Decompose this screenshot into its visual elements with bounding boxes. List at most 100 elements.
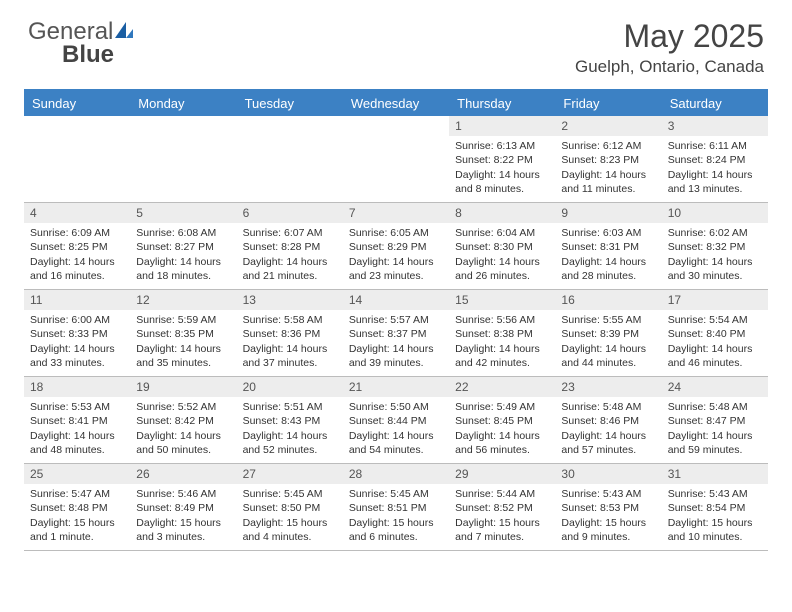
sunrise-line: Sunrise: 6:09 AM <box>30 226 124 240</box>
sunset-line: Sunset: 8:23 PM <box>561 153 655 167</box>
weekday-friday: Friday <box>555 91 661 116</box>
day-cell: 24Sunrise: 5:48 AMSunset: 8:47 PMDayligh… <box>662 377 768 463</box>
day-number: 22 <box>449 377 555 397</box>
day-number: 30 <box>555 464 661 484</box>
sunrise-line: Sunrise: 5:58 AM <box>243 313 337 327</box>
day-number: 13 <box>237 290 343 310</box>
day-body: Sunrise: 5:47 AMSunset: 8:48 PMDaylight:… <box>24 484 130 548</box>
day-number: 8 <box>449 203 555 223</box>
week-row: 1Sunrise: 6:13 AMSunset: 8:22 PMDaylight… <box>24 116 768 203</box>
brand-part2: Blue <box>62 41 114 68</box>
sunrise-line: Sunrise: 6:11 AM <box>668 139 762 153</box>
sunset-line: Sunset: 8:40 PM <box>668 327 762 341</box>
sunset-line: Sunset: 8:46 PM <box>561 414 655 428</box>
sunrise-line: Sunrise: 5:46 AM <box>136 487 230 501</box>
daylight-line: Daylight: 14 hours and 56 minutes. <box>455 429 549 457</box>
daylight-line: Daylight: 14 hours and 33 minutes. <box>30 342 124 370</box>
brand-sail-icon <box>113 19 135 47</box>
sunset-line: Sunset: 8:30 PM <box>455 240 549 254</box>
day-number: 23 <box>555 377 661 397</box>
day-body: Sunrise: 5:49 AMSunset: 8:45 PMDaylight:… <box>449 397 555 461</box>
sunset-line: Sunset: 8:45 PM <box>455 414 549 428</box>
sunrise-line: Sunrise: 6:04 AM <box>455 226 549 240</box>
day-body: Sunrise: 6:12 AMSunset: 8:23 PMDaylight:… <box>555 136 661 200</box>
day-cell: 8Sunrise: 6:04 AMSunset: 8:30 PMDaylight… <box>449 203 555 289</box>
day-body: Sunrise: 6:02 AMSunset: 8:32 PMDaylight:… <box>662 223 768 287</box>
weekday-thursday: Thursday <box>449 91 555 116</box>
title-block: May 2025 Guelph, Ontario, Canada <box>575 18 764 77</box>
daylight-line: Daylight: 15 hours and 10 minutes. <box>668 516 762 544</box>
day-cell: 15Sunrise: 5:56 AMSunset: 8:38 PMDayligh… <box>449 290 555 376</box>
day-body: Sunrise: 5:56 AMSunset: 8:38 PMDaylight:… <box>449 310 555 374</box>
daylight-line: Daylight: 14 hours and 52 minutes. <box>243 429 337 457</box>
day-body: Sunrise: 6:04 AMSunset: 8:30 PMDaylight:… <box>449 223 555 287</box>
week-row: 25Sunrise: 5:47 AMSunset: 8:48 PMDayligh… <box>24 464 768 551</box>
day-cell-empty <box>343 116 449 202</box>
week-row: 4Sunrise: 6:09 AMSunset: 8:25 PMDaylight… <box>24 203 768 290</box>
day-number: 18 <box>24 377 130 397</box>
day-cell: 18Sunrise: 5:53 AMSunset: 8:41 PMDayligh… <box>24 377 130 463</box>
sunrise-line: Sunrise: 5:49 AM <box>455 400 549 414</box>
daylight-line: Daylight: 14 hours and 13 minutes. <box>668 168 762 196</box>
sunset-line: Sunset: 8:47 PM <box>668 414 762 428</box>
sunrise-line: Sunrise: 5:43 AM <box>561 487 655 501</box>
day-cell: 30Sunrise: 5:43 AMSunset: 8:53 PMDayligh… <box>555 464 661 550</box>
sunset-line: Sunset: 8:36 PM <box>243 327 337 341</box>
sunset-line: Sunset: 8:39 PM <box>561 327 655 341</box>
day-number: 29 <box>449 464 555 484</box>
daylight-line: Daylight: 14 hours and 8 minutes. <box>455 168 549 196</box>
sunrise-line: Sunrise: 5:59 AM <box>136 313 230 327</box>
day-number: 9 <box>555 203 661 223</box>
day-body: Sunrise: 6:08 AMSunset: 8:27 PMDaylight:… <box>130 223 236 287</box>
day-cell: 17Sunrise: 5:54 AMSunset: 8:40 PMDayligh… <box>662 290 768 376</box>
day-number: 2 <box>555 116 661 136</box>
day-cell-empty <box>237 116 343 202</box>
weekday-saturday: Saturday <box>662 91 768 116</box>
sunrise-line: Sunrise: 5:57 AM <box>349 313 443 327</box>
day-body: Sunrise: 5:48 AMSunset: 8:47 PMDaylight:… <box>662 397 768 461</box>
daylight-line: Daylight: 14 hours and 44 minutes. <box>561 342 655 370</box>
weekday-wednesday: Wednesday <box>343 91 449 116</box>
day-body: Sunrise: 5:46 AMSunset: 8:49 PMDaylight:… <box>130 484 236 548</box>
weekday-monday: Monday <box>130 91 236 116</box>
sunrise-line: Sunrise: 5:52 AM <box>136 400 230 414</box>
day-body: Sunrise: 5:45 AMSunset: 8:50 PMDaylight:… <box>237 484 343 548</box>
day-body: Sunrise: 6:05 AMSunset: 8:29 PMDaylight:… <box>343 223 449 287</box>
day-body: Sunrise: 5:59 AMSunset: 8:35 PMDaylight:… <box>130 310 236 374</box>
daylight-line: Daylight: 14 hours and 59 minutes. <box>668 429 762 457</box>
day-cell: 11Sunrise: 6:00 AMSunset: 8:33 PMDayligh… <box>24 290 130 376</box>
daylight-line: Daylight: 14 hours and 30 minutes. <box>668 255 762 283</box>
day-cell: 27Sunrise: 5:45 AMSunset: 8:50 PMDayligh… <box>237 464 343 550</box>
day-number: 6 <box>237 203 343 223</box>
day-number: 31 <box>662 464 768 484</box>
day-body: Sunrise: 5:54 AMSunset: 8:40 PMDaylight:… <box>662 310 768 374</box>
day-body: Sunrise: 5:45 AMSunset: 8:51 PMDaylight:… <box>343 484 449 548</box>
day-cell: 1Sunrise: 6:13 AMSunset: 8:22 PMDaylight… <box>449 116 555 202</box>
sunset-line: Sunset: 8:24 PM <box>668 153 762 167</box>
weekday-tuesday: Tuesday <box>237 91 343 116</box>
sunset-line: Sunset: 8:27 PM <box>136 240 230 254</box>
sunset-line: Sunset: 8:43 PM <box>243 414 337 428</box>
brand-text: General Blue <box>28 18 135 75</box>
day-number: 7 <box>343 203 449 223</box>
sunrise-line: Sunrise: 5:56 AM <box>455 313 549 327</box>
sunset-line: Sunset: 8:54 PM <box>668 501 762 515</box>
weekday-sunday: Sunday <box>24 91 130 116</box>
weekday-header-row: SundayMondayTuesdayWednesdayThursdayFrid… <box>24 91 768 116</box>
day-body: Sunrise: 5:43 AMSunset: 8:53 PMDaylight:… <box>555 484 661 548</box>
sunrise-line: Sunrise: 5:51 AM <box>243 400 337 414</box>
day-number: 1 <box>449 116 555 136</box>
daylight-line: Daylight: 15 hours and 4 minutes. <box>243 516 337 544</box>
sunset-line: Sunset: 8:42 PM <box>136 414 230 428</box>
day-cell: 2Sunrise: 6:12 AMSunset: 8:23 PMDaylight… <box>555 116 661 202</box>
sunset-line: Sunset: 8:50 PM <box>243 501 337 515</box>
day-number: 15 <box>449 290 555 310</box>
day-body: Sunrise: 5:43 AMSunset: 8:54 PMDaylight:… <box>662 484 768 548</box>
daylight-line: Daylight: 14 hours and 57 minutes. <box>561 429 655 457</box>
day-cell: 13Sunrise: 5:58 AMSunset: 8:36 PMDayligh… <box>237 290 343 376</box>
sunrise-line: Sunrise: 6:05 AM <box>349 226 443 240</box>
daylight-line: Daylight: 14 hours and 46 minutes. <box>668 342 762 370</box>
sunrise-line: Sunrise: 5:47 AM <box>30 487 124 501</box>
day-number: 27 <box>237 464 343 484</box>
day-number: 17 <box>662 290 768 310</box>
